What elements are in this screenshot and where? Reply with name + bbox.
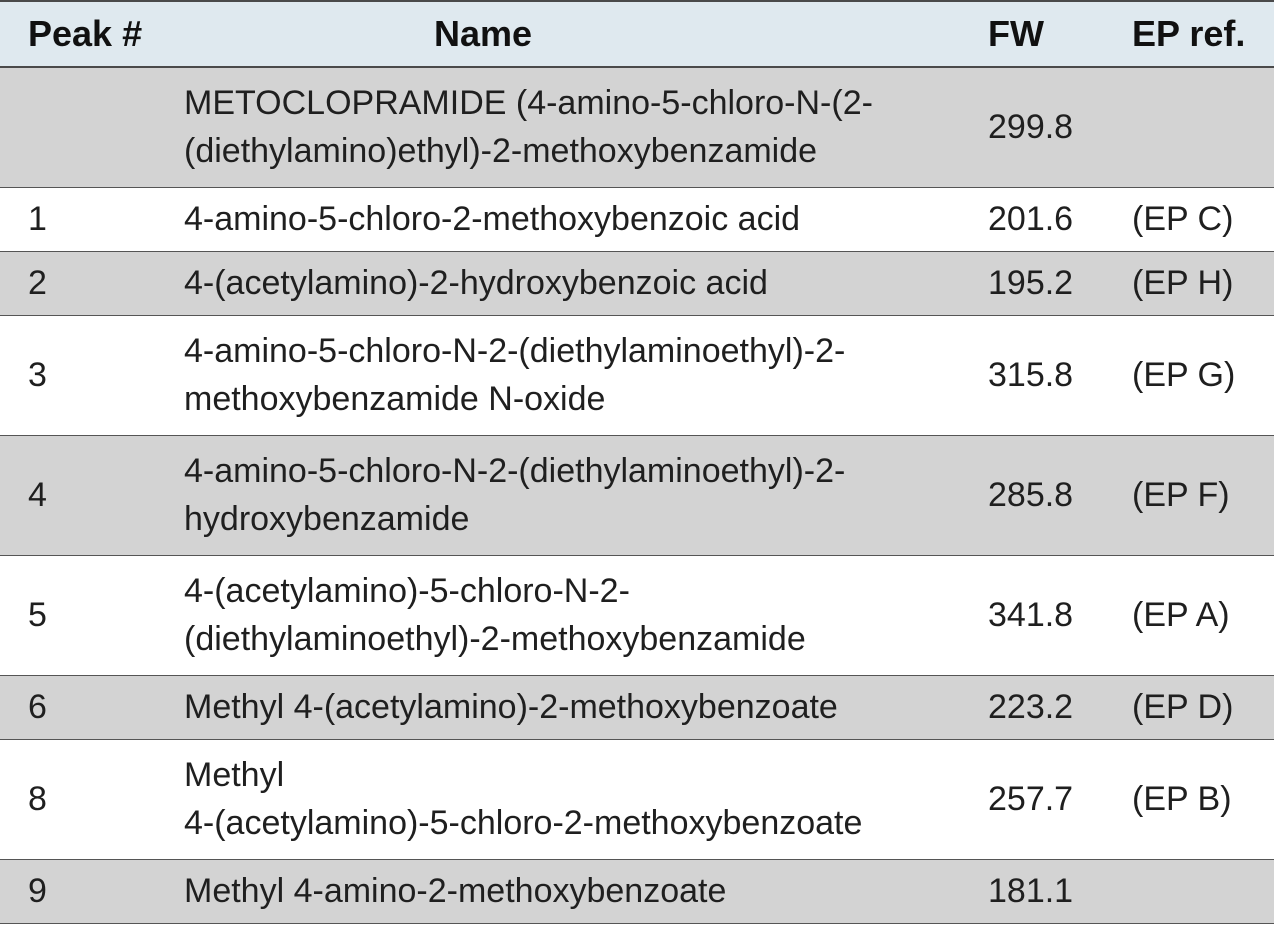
peak-number-cell: 5 (0, 555, 168, 676)
compound-name-cell: 4-amino-5-chloro-2-methoxybenzoic acid (168, 187, 968, 252)
peak-number-cell: 6 (0, 675, 168, 740)
header-row: Peak # Name FW EP ref. (0, 0, 1274, 68)
ep-reference-cell: (EP G) (1118, 315, 1274, 436)
compound-name-cell: Methyl 4-(acetylamino)-2-methoxybenzoate (168, 675, 968, 740)
formula-weight-cell: 181.1 (968, 859, 1118, 924)
peak-number-cell: 1 (0, 187, 168, 252)
name-line: 4-(acetylamino)-5-chloro-2-methoxybenzoa… (184, 804, 863, 842)
name-line: (diethylaminoethyl)-2-methoxybenzamide (184, 620, 806, 658)
compound-name-cell: 4-amino-5-chloro-N-2-(diethylaminoethyl)… (168, 315, 968, 436)
name-line: 4-amino-5-chloro-N-2-(diethylaminoethyl)… (184, 332, 846, 370)
name-line: Methyl (184, 756, 285, 794)
compound-name-cell: 4-amino-5-chloro-N-2-(diethylaminoethyl)… (168, 435, 968, 556)
name-line: 4-amino-5-chloro-N-2-(diethylaminoethyl)… (184, 452, 846, 490)
column-header-peak: Peak # (0, 0, 168, 68)
ep-reference-cell: (EP A) (1118, 555, 1274, 676)
table-row: 3 4-amino-5-chloro-N-2-(diethylaminoethy… (0, 315, 1274, 436)
peak-number-cell: 9 (0, 859, 168, 924)
table-row: 6 Methyl 4-(acetylamino)-2-methoxybenzoa… (0, 675, 1274, 740)
formula-weight-cell: 223.2 (968, 675, 1118, 740)
table-row: METOCLOPRAMIDE (4-amino-5-chloro-N-(2- (d… (0, 67, 1274, 188)
name-line: methoxybenzamide N-oxide (184, 380, 606, 418)
table-row: 4 4-amino-5-chloro-N-2-(diethylaminoethy… (0, 435, 1274, 556)
compound-name-cell: Methyl 4-amino-2-methoxybenzoate (168, 859, 968, 924)
ep-reference-cell: (EP D) (1118, 675, 1274, 740)
column-header-name: Name (168, 0, 968, 68)
table-row: 5 4-(acetylamino)-5-chloro-N-2- (diethyla… (0, 555, 1274, 676)
name-line: 4-(acetylamino)-5-chloro-N-2- (184, 572, 630, 610)
table-header: Peak # Name FW EP ref. (0, 0, 1274, 68)
ep-reference-cell (1118, 859, 1274, 924)
peak-number-cell: 4 (0, 435, 168, 556)
name-line: hydroxybenzamide (184, 500, 470, 538)
formula-weight-cell: 257.7 (968, 739, 1118, 860)
ep-reference-cell: (EP H) (1118, 251, 1274, 316)
name-line: (diethylamino)ethyl)-2-methoxybenzamide (184, 132, 818, 171)
table-row: 2 4-(acetylamino)-2-hydroxybenzoic acid … (0, 251, 1274, 316)
peak-number-cell: 8 (0, 739, 168, 860)
formula-weight-cell: 299.8 (968, 67, 1118, 188)
ep-reference-cell: (EP C) (1118, 187, 1274, 252)
formula-weight-cell: 201.6 (968, 187, 1118, 252)
name-line: METOCLOPRAMIDE (4-amino-5-chloro-N-(2- (184, 84, 873, 123)
table-row: 1 4-amino-5-chloro-2-methoxybenzoic acid… (0, 187, 1274, 252)
column-header-ep-ref: EP ref. (1118, 0, 1274, 68)
column-header-fw: FW (968, 0, 1118, 68)
compound-name-cell: METOCLOPRAMIDE (4-amino-5-chloro-N-(2- (d… (168, 67, 968, 188)
formula-weight-cell: 195.2 (968, 251, 1118, 316)
ep-reference-cell: (EP F) (1118, 435, 1274, 556)
peak-number-cell: 2 (0, 251, 168, 316)
formula-weight-cell: 341.8 (968, 555, 1118, 676)
peak-number-cell (0, 67, 168, 188)
ep-reference-cell: (EP B) (1118, 739, 1274, 860)
ep-reference-cell (1118, 67, 1274, 188)
peak-number-cell: 3 (0, 315, 168, 436)
table-row: 9 Methyl 4-amino-2-methoxybenzoate 181.1 (0, 859, 1274, 924)
table-body: METOCLOPRAMIDE (4-amino-5-chloro-N-(2- (d… (0, 67, 1274, 924)
compound-name-cell: Methyl 4-(acetylamino)-5-chloro-2-methoxy… (168, 739, 968, 860)
compound-name-cell: 4-(acetylamino)-5-chloro-N-2- (diethylami… (168, 555, 968, 676)
formula-weight-cell: 285.8 (968, 435, 1118, 556)
compound-name-cell: 4-(acetylamino)-2-hydroxybenzoic acid (168, 251, 968, 316)
formula-weight-cell: 315.8 (968, 315, 1118, 436)
table-row: 8 Methyl 4-(acetylamino)-5-chloro-2-metho… (0, 739, 1274, 860)
